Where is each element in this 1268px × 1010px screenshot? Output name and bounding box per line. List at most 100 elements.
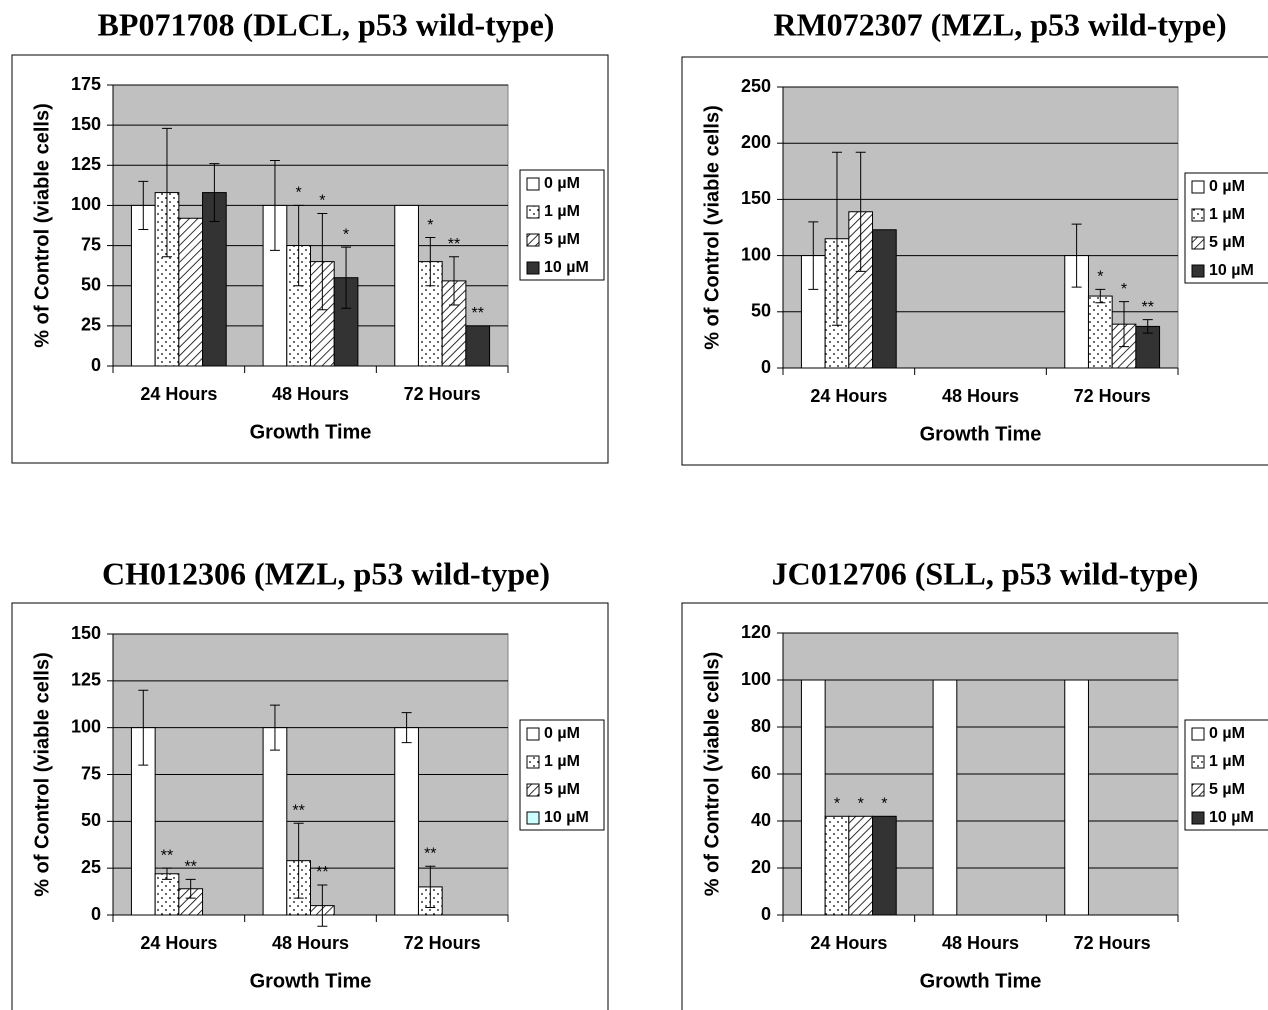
- legend-swatch: [526, 261, 540, 275]
- legend-label: 5 µM: [544, 231, 580, 248]
- y-tick-label: 250: [741, 76, 771, 96]
- y-axis-label: % of Control (viable cells): [701, 105, 723, 349]
- y-tick-label: 80: [751, 716, 771, 736]
- legend-label: 0 µM: [544, 175, 580, 192]
- significance-label: *: [319, 193, 325, 210]
- y-tick-label: 50: [751, 301, 771, 321]
- y-tick-label: 60: [751, 763, 771, 783]
- y-tick-label: 200: [741, 132, 771, 152]
- error-bar: [855, 151, 866, 272]
- bar: [800, 679, 826, 916]
- error-bar: [425, 865, 436, 909]
- significance-label: *: [1097, 269, 1103, 286]
- x-tick-label: 48 Hours: [272, 933, 349, 953]
- bar: [872, 815, 897, 916]
- error-bar: [185, 878, 196, 899]
- error-bar: [269, 159, 280, 251]
- chart-title: BP071708 (DLCL, p53 wild-type): [98, 6, 555, 42]
- y-tick-label: 25: [81, 857, 101, 877]
- error-bar: [1119, 301, 1130, 348]
- x-axis-label: Growth Time: [250, 970, 372, 992]
- error-bar: [1071, 223, 1082, 288]
- significance-label: *: [296, 185, 302, 202]
- legend-swatch: [1191, 727, 1205, 741]
- error-bar: [1095, 288, 1106, 304]
- x-tick-label: 48 Hours: [272, 384, 349, 404]
- legend-label: 1 µM: [544, 753, 580, 770]
- legend-swatch: [526, 755, 540, 769]
- chart-title: CH012306 (MZL, p53 wild-type): [102, 555, 550, 591]
- error-bar: [341, 246, 352, 309]
- chart-title: JC012706 (SLL, p53 wild-type): [772, 555, 1199, 591]
- error-bar: [161, 867, 172, 880]
- x-tick-label: 24 Hours: [140, 933, 217, 953]
- y-axis-label: % of Control (viable cells): [31, 103, 53, 347]
- legend-swatch: [1191, 180, 1205, 194]
- legend-label: 1 µM: [544, 203, 580, 220]
- y-tick-label: 40: [751, 810, 771, 830]
- legend-swatch: [526, 233, 540, 247]
- x-tick-label: 48 Hours: [942, 386, 1019, 406]
- y-axis-label: % of Control (viable cells): [701, 652, 723, 896]
- significance-label: *: [881, 796, 887, 813]
- error-bar: [425, 237, 436, 287]
- legend-label: 10 µM: [544, 809, 589, 826]
- y-tick-label: 0: [91, 355, 101, 375]
- y-tick-label: 0: [761, 357, 771, 377]
- x-tick-label: 72 Hours: [404, 384, 481, 404]
- significance-label: **: [1141, 299, 1153, 316]
- error-bar: [138, 689, 149, 766]
- error-bar: [808, 221, 819, 290]
- y-tick-label: 100: [71, 716, 101, 736]
- significance-label: **: [471, 305, 483, 322]
- y-tick-label: 175: [71, 74, 101, 94]
- y-tick-label: 150: [71, 623, 101, 643]
- legend-label: 10 µM: [1209, 809, 1254, 826]
- y-tick-label: 75: [81, 763, 101, 783]
- legend-swatch: [526, 205, 540, 219]
- significance-label: *: [427, 217, 433, 234]
- error-bar: [317, 212, 328, 311]
- legend-label: 10 µM: [544, 259, 589, 276]
- legend-swatch: [526, 811, 540, 825]
- legend-label: 1 µM: [1209, 206, 1245, 223]
- x-axis-label: Growth Time: [920, 970, 1042, 992]
- bar: [465, 325, 491, 367]
- legend-swatch: [526, 783, 540, 797]
- y-tick-label: 25: [81, 315, 101, 335]
- bar: [1087, 295, 1113, 369]
- x-tick-label: 24 Hours: [140, 384, 217, 404]
- y-tick-label: 75: [81, 234, 101, 254]
- y-tick-label: 0: [761, 904, 771, 924]
- error-bar: [293, 822, 304, 899]
- error-bar: [293, 204, 304, 287]
- significance-label: **: [316, 864, 328, 881]
- error-bar: [269, 704, 280, 751]
- x-tick-label: 24 Hours: [810, 933, 887, 953]
- bar: [394, 204, 419, 367]
- y-tick-label: 120: [741, 622, 771, 642]
- bar: [824, 815, 850, 916]
- y-tick-label: 100: [741, 669, 771, 689]
- significance-label: *: [834, 796, 840, 813]
- y-tick-label: 50: [81, 274, 101, 294]
- significance-label: *: [858, 796, 864, 813]
- bar: [932, 679, 958, 916]
- legend-label: 1 µM: [1209, 753, 1245, 770]
- error-bar: [831, 151, 842, 326]
- significance-label: **: [184, 859, 196, 876]
- y-tick-label: 100: [741, 244, 771, 264]
- bar: [154, 873, 180, 916]
- y-tick-label: 150: [71, 114, 101, 134]
- bar: [262, 727, 288, 916]
- legend-label: 0 µM: [1209, 178, 1245, 195]
- legend-swatch: [526, 177, 540, 191]
- y-tick-label: 150: [741, 188, 771, 208]
- significance-label: *: [1121, 281, 1127, 298]
- legend-label: 10 µM: [1209, 262, 1254, 279]
- legend-swatch: [1191, 208, 1205, 222]
- bar: [872, 229, 897, 369]
- significance-label: **: [292, 802, 304, 819]
